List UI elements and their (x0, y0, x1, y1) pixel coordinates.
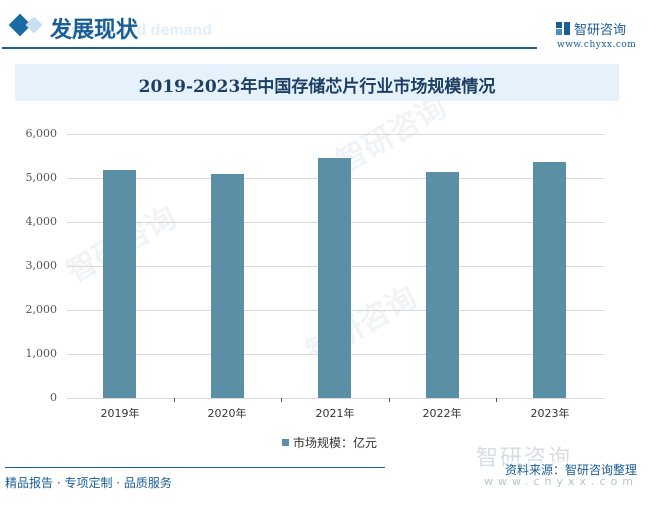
y-tick-label: 5,000 (25, 171, 58, 184)
bar (103, 170, 136, 398)
brand-url: www.chyxx.com (557, 40, 637, 50)
bar (533, 161, 566, 398)
x-tick-label: 2021年 (315, 407, 355, 420)
gridline (67, 134, 604, 135)
source-note: 资料来源：智研咨询整理 (505, 461, 638, 478)
legend-swatch (281, 439, 289, 446)
ghost-text: Supply and demand (60, 22, 213, 39)
header-divider (2, 47, 537, 49)
chart-title-bar: 2019-2023年中国存储芯片行业市场规模情况 (15, 64, 619, 101)
footer-tagline: 精品报告 · 专项定制 · 品质服务 (5, 476, 172, 490)
bar (426, 172, 459, 398)
footer-divider (5, 467, 385, 468)
brand: 智研咨询 (556, 19, 626, 38)
bar (318, 158, 351, 398)
y-tick-label: 3,000 (25, 259, 58, 272)
section-title: 发展现状 (50, 17, 139, 43)
y-tick-label: 1,000 (25, 347, 58, 360)
x-tick-label: 2019年 (100, 407, 140, 420)
footer-watermark-url: www.chyxx.com (484, 475, 639, 488)
x-axis-line (67, 398, 604, 399)
x-tick-label: 2023年 (530, 407, 570, 420)
y-tick-label: 2,000 (25, 303, 58, 316)
y-tick-label: 4,000 (25, 215, 58, 228)
x-tick (281, 398, 282, 402)
x-tick-label: 2022年 (422, 407, 462, 420)
x-tick (496, 398, 497, 402)
bar (211, 174, 244, 398)
brand-name: 智研咨询 (574, 23, 627, 38)
chart-legend: 市场规模：亿元 (0, 434, 659, 451)
diamond-icon (25, 16, 43, 34)
y-tick-label: 0 (50, 391, 57, 404)
chart-title: 2019-2023年中国存储芯片行业市场规模情况 (138, 77, 496, 97)
x-tick (174, 398, 175, 402)
x-tick (389, 398, 390, 402)
y-tick-label: 6,000 (25, 127, 58, 140)
brand-logo-icon (556, 22, 570, 35)
legend-label: 市场规模：亿元 (292, 436, 377, 450)
page-header: Supply and demand 发展现状 智研咨询 www.chyxx.co… (0, 0, 659, 50)
x-tick-label: 2020年 (207, 407, 247, 420)
